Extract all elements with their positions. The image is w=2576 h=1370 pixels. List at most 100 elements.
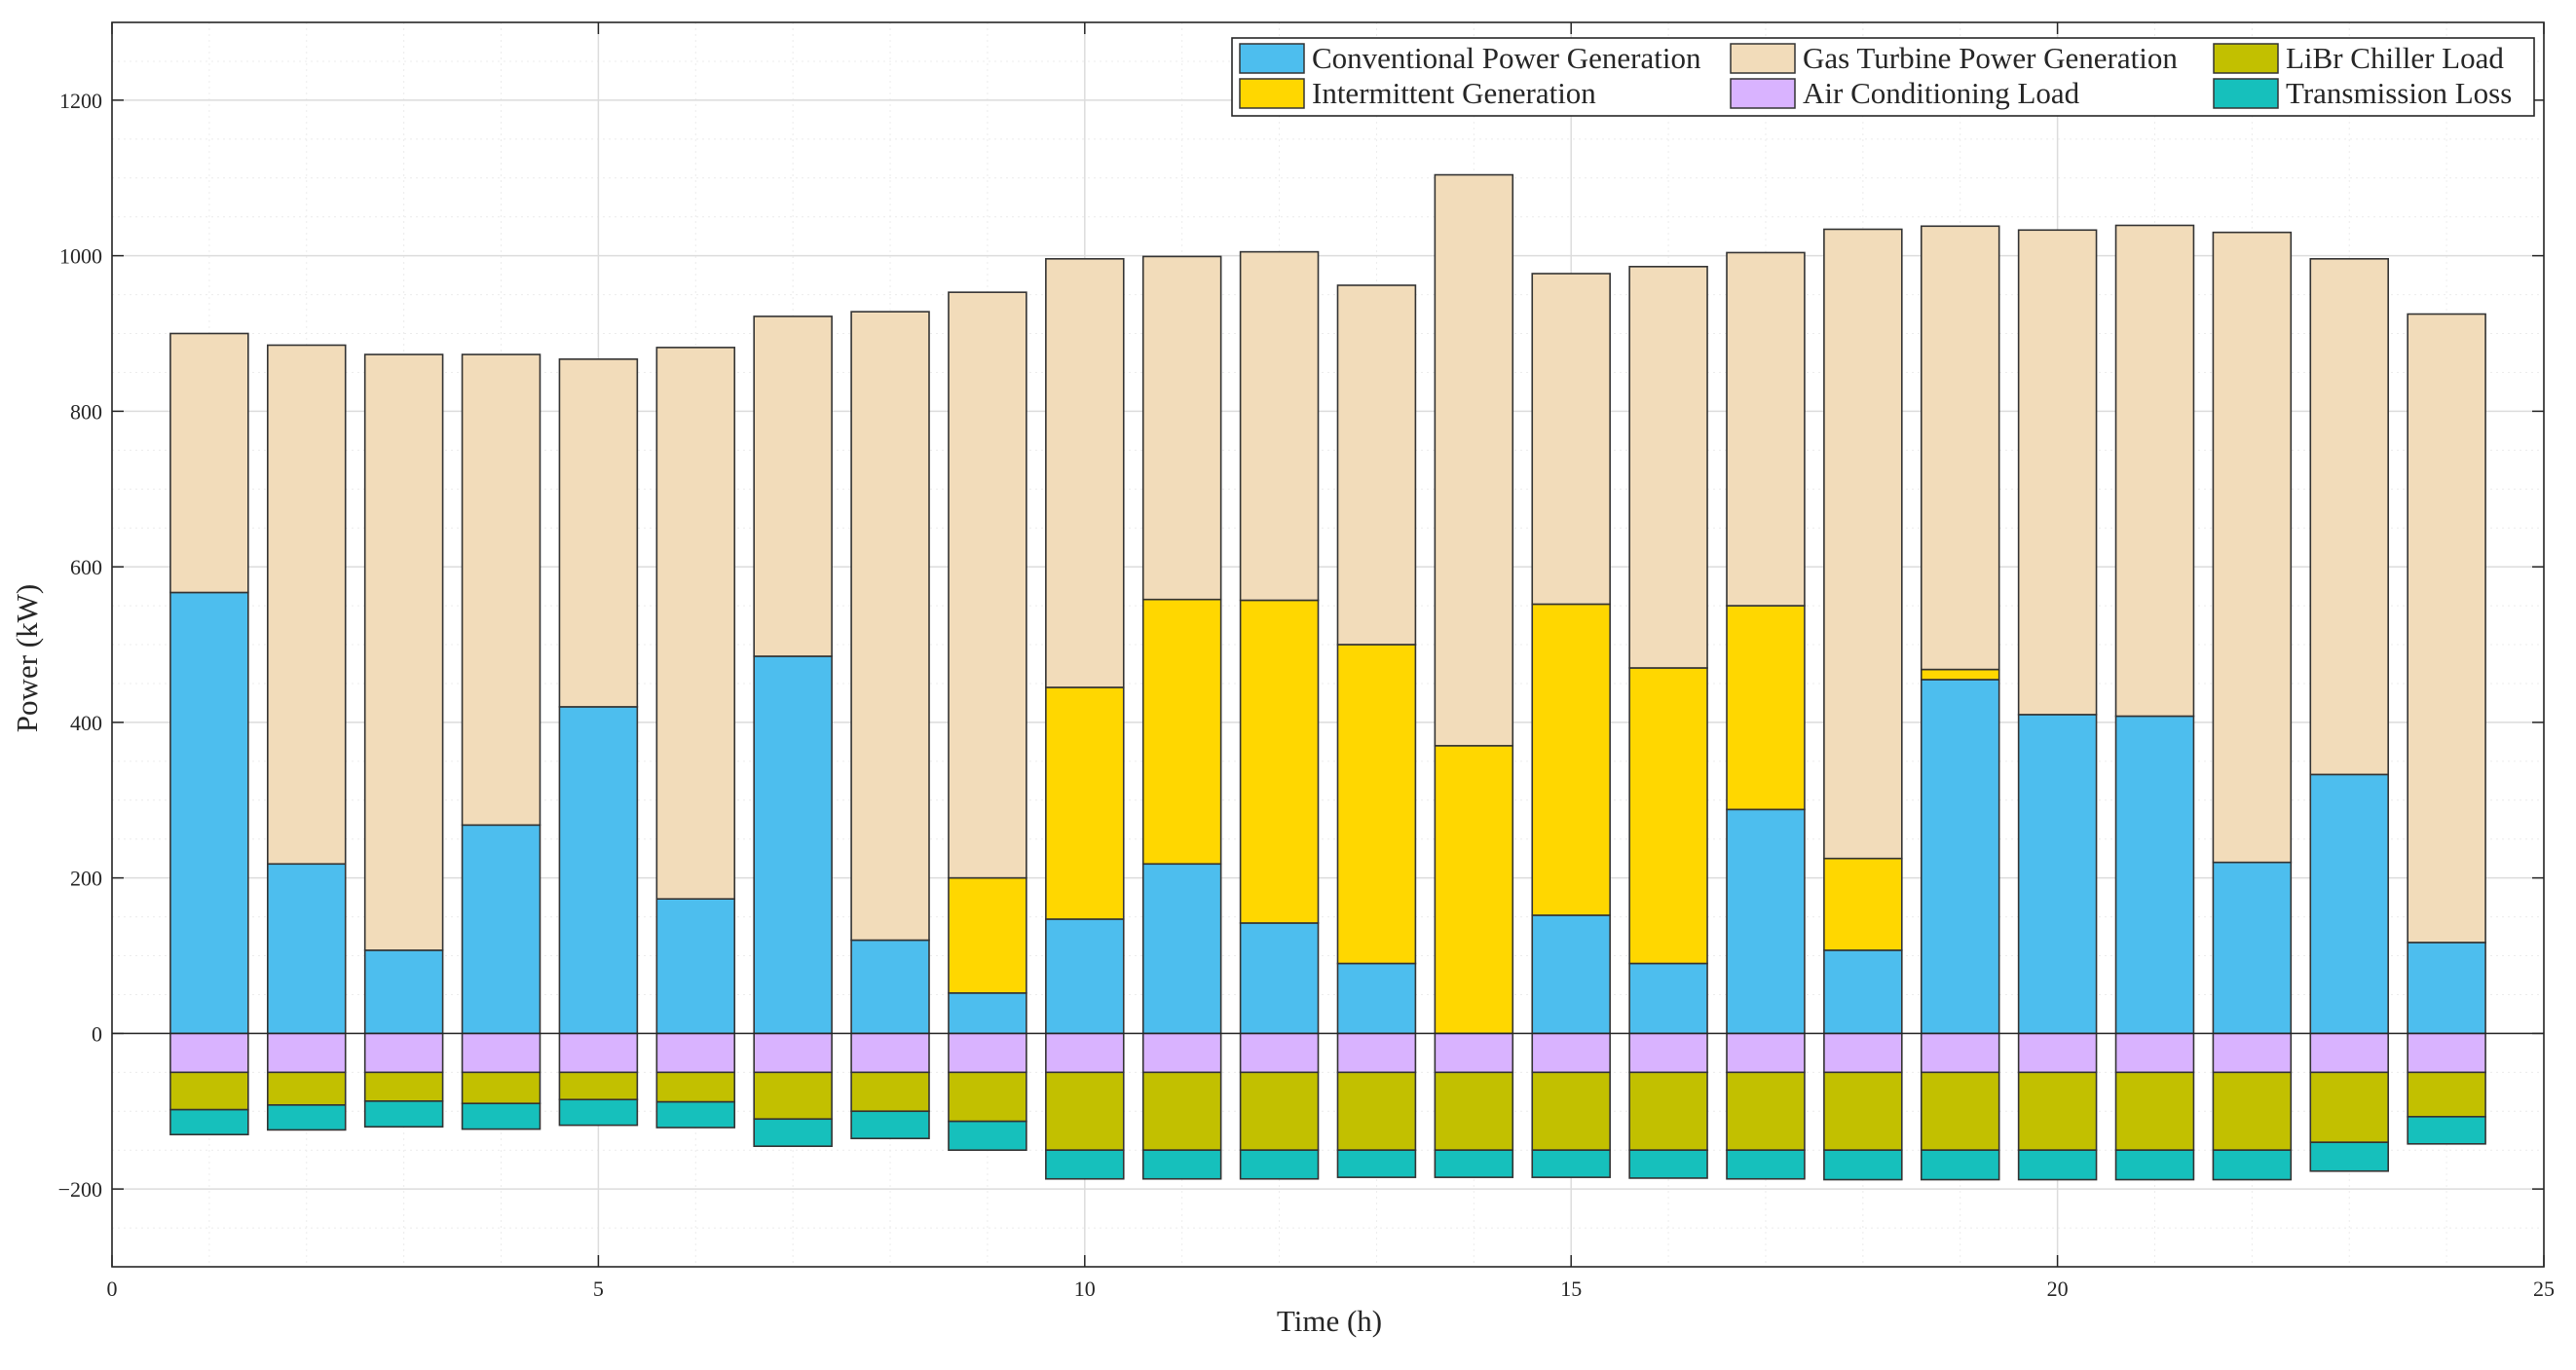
bar-libr-chiller-load-t10[interactable] <box>1045 1071 1125 1151</box>
bar-libr-chiller-load-t20[interactable] <box>2017 1071 2098 1151</box>
bar-air-conditioning-load-t7[interactable] <box>753 1032 833 1074</box>
bar-conventional-power-generation-t10[interactable] <box>1045 918 1125 1035</box>
bar-transmission-loss-t1[interactable] <box>169 1108 249 1136</box>
bar-gas-turbine-power-generation-t10[interactable] <box>1045 258 1125 688</box>
bar-conventional-power-generation-t20[interactable] <box>2017 714 2098 1035</box>
bar-conventional-power-generation-t5[interactable] <box>558 706 639 1035</box>
bar-libr-chiller-load-t12[interactable] <box>1239 1071 1320 1151</box>
bar-libr-chiller-load-t9[interactable] <box>948 1071 1027 1123</box>
bar-transmission-loss-t17[interactable] <box>1726 1149 1806 1180</box>
bar-transmission-loss-t11[interactable] <box>1141 1149 1222 1180</box>
bar-air-conditioning-load-t18[interactable] <box>1823 1032 1903 1074</box>
bar-transmission-loss-t22[interactable] <box>2212 1149 2293 1181</box>
bar-conventional-power-generation-t11[interactable] <box>1141 863 1222 1035</box>
bar-libr-chiller-load-t3[interactable] <box>363 1071 444 1102</box>
bar-air-conditioning-load-t10[interactable] <box>1045 1032 1125 1074</box>
bar-libr-chiller-load-t19[interactable] <box>1920 1071 2000 1151</box>
bar-conventional-power-generation-t9[interactable] <box>948 992 1027 1035</box>
bar-gas-turbine-power-generation-t24[interactable] <box>2407 313 2486 944</box>
bar-libr-chiller-load-t13[interactable] <box>1336 1071 1417 1151</box>
bar-air-conditioning-load-t12[interactable] <box>1239 1032 1320 1074</box>
bar-conventional-power-generation-t8[interactable] <box>850 939 930 1035</box>
bar-libr-chiller-load-t1[interactable] <box>169 1071 249 1111</box>
bar-conventional-power-generation-t16[interactable] <box>1628 962 1708 1035</box>
bar-gas-turbine-power-generation-t15[interactable] <box>1531 273 1611 606</box>
bar-libr-chiller-load-t6[interactable] <box>655 1071 736 1103</box>
bar-transmission-loss-t8[interactable] <box>850 1110 930 1140</box>
bar-transmission-loss-t9[interactable] <box>948 1120 1027 1151</box>
bar-air-conditioning-load-t21[interactable] <box>2114 1032 2195 1074</box>
bar-gas-turbine-power-generation-t19[interactable] <box>1920 225 2000 671</box>
bar-transmission-loss-t7[interactable] <box>753 1118 833 1147</box>
bar-gas-turbine-power-generation-t4[interactable] <box>461 353 541 827</box>
bar-transmission-loss-t19[interactable] <box>1920 1149 2000 1181</box>
bar-gas-turbine-power-generation-t14[interactable] <box>1434 173 1514 747</box>
bar-conventional-power-generation-t6[interactable] <box>655 898 736 1035</box>
bar-air-conditioning-load-t24[interactable] <box>2407 1032 2486 1074</box>
bar-transmission-loss-t16[interactable] <box>1628 1149 1708 1179</box>
bar-conventional-power-generation-t2[interactable] <box>267 863 347 1035</box>
bar-air-conditioning-load-t4[interactable] <box>461 1032 541 1074</box>
bar-transmission-loss-t3[interactable] <box>363 1100 444 1129</box>
bar-intermittent-generation-t17[interactable] <box>1726 605 1806 811</box>
bar-gas-turbine-power-generation-t2[interactable] <box>267 344 347 866</box>
bar-libr-chiller-load-t14[interactable] <box>1434 1071 1514 1151</box>
bar-conventional-power-generation-t7[interactable] <box>753 655 833 1035</box>
bar-air-conditioning-load-t17[interactable] <box>1726 1032 1806 1074</box>
bar-gas-turbine-power-generation-t6[interactable] <box>655 347 736 900</box>
bar-gas-turbine-power-generation-t3[interactable] <box>363 353 444 951</box>
bar-intermittent-generation-t15[interactable] <box>1531 603 1611 916</box>
bar-conventional-power-generation-t12[interactable] <box>1239 922 1320 1035</box>
bar-transmission-loss-t21[interactable] <box>2114 1149 2195 1181</box>
bar-gas-turbine-power-generation-t23[interactable] <box>2309 258 2389 776</box>
bar-libr-chiller-load-t2[interactable] <box>267 1071 347 1106</box>
bar-conventional-power-generation-t19[interactable] <box>1920 679 2000 1035</box>
bar-libr-chiller-load-t21[interactable] <box>2114 1071 2195 1151</box>
bar-transmission-loss-t14[interactable] <box>1434 1149 1514 1178</box>
bar-conventional-power-generation-t24[interactable] <box>2407 942 2486 1035</box>
bar-libr-chiller-load-t22[interactable] <box>2212 1071 2293 1151</box>
bar-transmission-loss-t24[interactable] <box>2407 1116 2486 1145</box>
bar-libr-chiller-load-t15[interactable] <box>1531 1071 1611 1151</box>
bar-libr-chiller-load-t4[interactable] <box>461 1071 541 1105</box>
bar-libr-chiller-load-t7[interactable] <box>753 1071 833 1121</box>
bar-transmission-loss-t13[interactable] <box>1336 1149 1417 1178</box>
bar-conventional-power-generation-t13[interactable] <box>1336 962 1417 1035</box>
bar-intermittent-generation-t18[interactable] <box>1823 857 1903 951</box>
bar-air-conditioning-load-t22[interactable] <box>2212 1032 2293 1074</box>
bar-gas-turbine-power-generation-t21[interactable] <box>2114 224 2195 718</box>
bar-gas-turbine-power-generation-t11[interactable] <box>1141 255 1222 601</box>
bar-transmission-loss-t15[interactable] <box>1531 1149 1611 1178</box>
bar-gas-turbine-power-generation-t22[interactable] <box>2212 231 2293 864</box>
bar-gas-turbine-power-generation-t17[interactable] <box>1726 251 1806 607</box>
bar-intermittent-generation-t11[interactable] <box>1141 598 1222 866</box>
bar-gas-turbine-power-generation-t16[interactable] <box>1628 266 1708 669</box>
bar-libr-chiller-load-t16[interactable] <box>1628 1071 1708 1151</box>
bar-intermittent-generation-t10[interactable] <box>1045 686 1125 920</box>
bar-gas-turbine-power-generation-t1[interactable] <box>169 332 249 594</box>
bar-conventional-power-generation-t15[interactable] <box>1531 914 1611 1035</box>
bar-transmission-loss-t18[interactable] <box>1823 1149 1903 1181</box>
bar-air-conditioning-load-t8[interactable] <box>850 1032 930 1074</box>
bar-intermittent-generation-t14[interactable] <box>1434 745 1514 1035</box>
bar-transmission-loss-t6[interactable] <box>655 1100 736 1129</box>
bar-air-conditioning-load-t1[interactable] <box>169 1032 249 1074</box>
bar-libr-chiller-load-t17[interactable] <box>1726 1071 1806 1151</box>
bar-air-conditioning-load-t15[interactable] <box>1531 1032 1611 1074</box>
bar-conventional-power-generation-t17[interactable] <box>1726 808 1806 1035</box>
bar-air-conditioning-load-t20[interactable] <box>2017 1032 2098 1074</box>
bar-gas-turbine-power-generation-t9[interactable] <box>948 291 1027 879</box>
bar-intermittent-generation-t13[interactable] <box>1336 644 1417 965</box>
bar-gas-turbine-power-generation-t7[interactable] <box>753 315 833 657</box>
bar-air-conditioning-load-t6[interactable] <box>655 1032 736 1074</box>
bar-air-conditioning-load-t2[interactable] <box>267 1032 347 1074</box>
bar-air-conditioning-load-t16[interactable] <box>1628 1032 1708 1074</box>
bar-conventional-power-generation-t23[interactable] <box>2309 773 2389 1035</box>
bar-transmission-loss-t4[interactable] <box>461 1102 541 1130</box>
bar-transmission-loss-t23[interactable] <box>2309 1141 2389 1172</box>
bar-air-conditioning-load-t5[interactable] <box>558 1032 639 1074</box>
bar-transmission-loss-t10[interactable] <box>1045 1149 1125 1180</box>
bar-libr-chiller-load-t5[interactable] <box>558 1071 639 1101</box>
bar-gas-turbine-power-generation-t8[interactable] <box>850 311 930 942</box>
bar-air-conditioning-load-t11[interactable] <box>1141 1032 1222 1074</box>
